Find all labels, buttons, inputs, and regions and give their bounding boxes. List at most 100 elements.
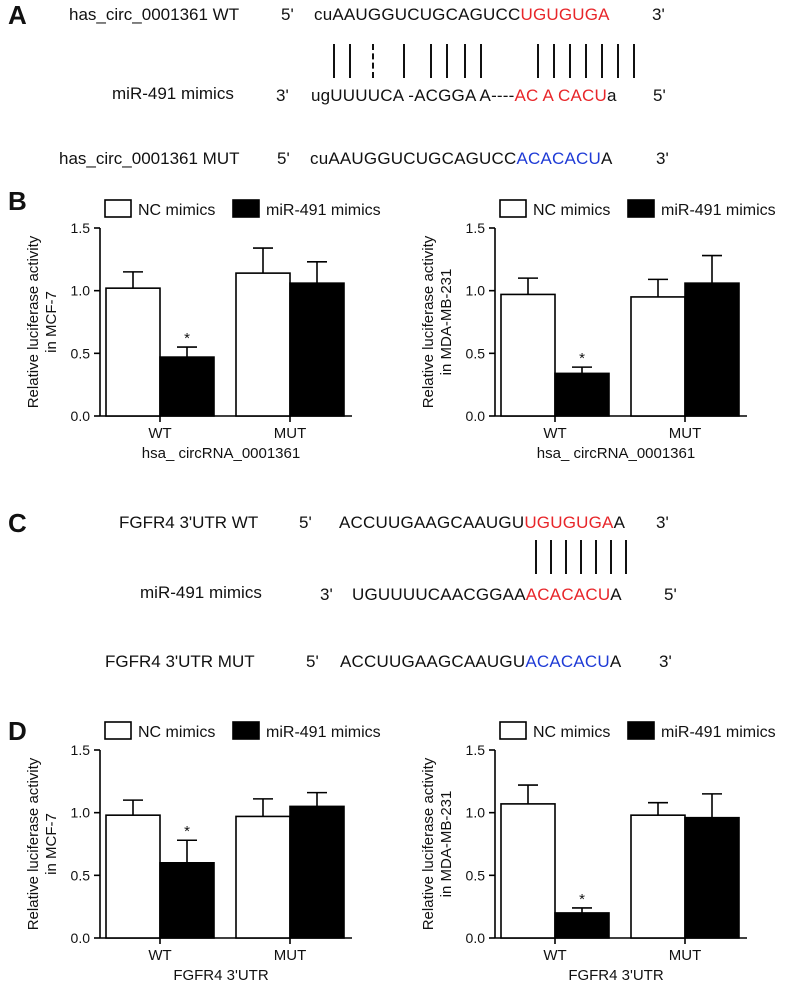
x-tick-label: WT — [543, 947, 566, 964]
x-axis-label: FGFR4 3'UTR — [173, 967, 269, 984]
y-axis-label-line2: in MCF-7 — [43, 813, 60, 875]
pair-line — [553, 44, 555, 78]
y-axis-label-line1: Relative luciferase activity — [420, 757, 437, 930]
chart-d-right: NC mimics miR-491 mimics 0.0 0.5 1.0 1.5 Relat… — [420, 721, 776, 984]
bar — [630, 296, 686, 417]
y-tick-label: 0.0 — [71, 930, 91, 946]
y-tick-label: 0.5 — [71, 867, 91, 883]
panel-letter-b: B — [8, 186, 27, 216]
circ-wt-seq-site: UGUGUGA — [520, 5, 610, 24]
pair-line — [535, 540, 537, 574]
x-tick-label: MUT — [274, 947, 307, 964]
legend-label: miR-491 mimics — [661, 724, 776, 741]
x-tick-label: WT — [148, 425, 171, 442]
fgfr4-wt-3prime: 3' — [656, 513, 669, 532]
bar — [684, 816, 740, 939]
bar — [500, 293, 556, 417]
fgfr4-mut-seq-black: ACCUUGAAGCAAUGU — [340, 652, 526, 671]
fgfr4-mir-label: miR-491 mimics — [140, 583, 262, 602]
pair-line — [480, 44, 482, 78]
legend-swatch — [104, 199, 132, 218]
pair-line — [565, 540, 567, 574]
bar — [289, 282, 345, 417]
circ-mut-seq-site: ACACACU — [516, 149, 602, 168]
circ-mir-seq-seed: AC A CACU — [514, 86, 608, 105]
fgfr4-wt-seq-tail: A — [613, 513, 626, 532]
y-axis-label-line2: in MCF-7 — [43, 291, 60, 353]
pair-line — [550, 540, 552, 574]
pair-line — [464, 44, 466, 78]
circ-mut-sequence: cuAAUGGUCUGCAGUCCACACACUA — [310, 149, 613, 169]
pair-line — [617, 44, 619, 78]
circ-wt-seq-black: cuAAUGGUCUGCAGUCC — [314, 5, 521, 24]
circ-mir-3prime: 3' — [276, 86, 289, 105]
fgfr4-mir-5prime: 5' — [664, 585, 677, 604]
x-tick-label: WT — [148, 947, 171, 964]
y-axis-label-line1: Relative luciferase activity — [25, 757, 42, 930]
circ-wt-sequence: cuAAUGGUCUGCAGUCCUGUGUGA — [314, 5, 610, 25]
pair-line — [569, 44, 571, 78]
legend-label: NC mimics — [138, 724, 215, 741]
fgfr4-mut-sequence: ACCUUGAAGCAAUGUACACACUA — [340, 652, 621, 672]
pair-line — [633, 44, 635, 78]
pair-line — [333, 44, 335, 78]
bar — [289, 805, 345, 939]
bar — [684, 282, 740, 417]
legend-label: miR-491 mimics — [266, 724, 381, 741]
fgfr4-wt-seq-site: UGUGUGA — [524, 513, 614, 532]
y-tick-label: 1.5 — [466, 220, 486, 236]
legend-label: miR-491 mimics — [266, 202, 381, 219]
fgfr4-mut-seq-tail: A — [609, 652, 622, 671]
pair-line — [349, 44, 351, 78]
y-tick-label: 0.0 — [466, 408, 486, 424]
x-tick-label: MUT — [274, 425, 307, 442]
fgfr4-wt-label: FGFR4 3'UTR WT — [119, 513, 259, 532]
fgfr4-mir-seq-seed: ACACACU — [525, 585, 611, 604]
fgfr4-mut-label: FGFR4 3'UTR MUT — [105, 652, 255, 671]
y-tick-label: 0.5 — [466, 867, 486, 883]
significance-star: * — [184, 330, 190, 347]
y-tick-label: 0.5 — [71, 345, 91, 361]
significance-star: * — [579, 350, 585, 367]
y-axis-label-line2: in MDA-MB-231 — [438, 791, 455, 898]
pair-line — [430, 44, 432, 78]
x-tick-label: MUT — [669, 947, 702, 964]
y-tick-label: 0.5 — [466, 345, 486, 361]
significance-star: * — [184, 823, 190, 840]
fgfr4-mut-3prime: 3' — [659, 652, 672, 671]
fgfr4-mir-3prime: 3' — [320, 585, 333, 604]
circ-mut-seq-tail: A — [601, 149, 613, 168]
circ-mut-5prime: 5' — [277, 149, 290, 168]
pair-line — [585, 44, 587, 78]
chart-d-left: NC mimics miR-491 mimics 0.0 0.5 1.0 1.5 Relat… — [25, 721, 381, 984]
circ-mut-label: has_circ_0001361 MUT — [59, 149, 240, 168]
x-axis-label: FGFR4 3'UTR — [568, 967, 664, 984]
circ-mir-5prime: 5' — [653, 86, 666, 105]
panel-letter-a: A — [8, 0, 27, 30]
pair-line — [537, 44, 539, 78]
y-tick-label: 1.0 — [466, 283, 486, 299]
pair-line — [595, 540, 597, 574]
fgfr4-mir-seq-black: UGUUUUCAACGGAA — [352, 585, 526, 604]
circ-mir-label: miR-491 mimics — [112, 84, 234, 103]
y-tick-label: 0.0 — [466, 930, 486, 946]
legend-swatch — [499, 721, 527, 740]
y-tick-label: 1.5 — [71, 220, 91, 236]
significance-star: * — [579, 891, 585, 908]
bar — [235, 272, 291, 417]
bar — [105, 287, 161, 417]
circ-mir-seq-black: ugUUUUCA -ACGGA A---- — [311, 86, 515, 105]
y-axis-label-line1: Relative luciferase activity — [420, 235, 437, 408]
y-axis-label-line2: in MDA-MB-231 — [438, 269, 455, 376]
y-axis-label-line1: Relative luciferase activity — [25, 235, 42, 408]
bar — [159, 862, 215, 939]
x-tick-label: WT — [543, 425, 566, 442]
panel-letter-c: C — [8, 508, 27, 538]
legend-swatch — [499, 199, 527, 218]
legend-swatch — [627, 721, 655, 740]
circ-mir-sequence: ugUUUUCA -ACGGA A----AC A CACUa — [311, 86, 617, 106]
y-tick-label: 1.5 — [466, 742, 486, 758]
legend-label: NC mimics — [138, 202, 215, 219]
fgfr4-wt-seq-black: ACCUUGAAGCAAUGU — [339, 513, 525, 532]
legend-swatch — [104, 721, 132, 740]
